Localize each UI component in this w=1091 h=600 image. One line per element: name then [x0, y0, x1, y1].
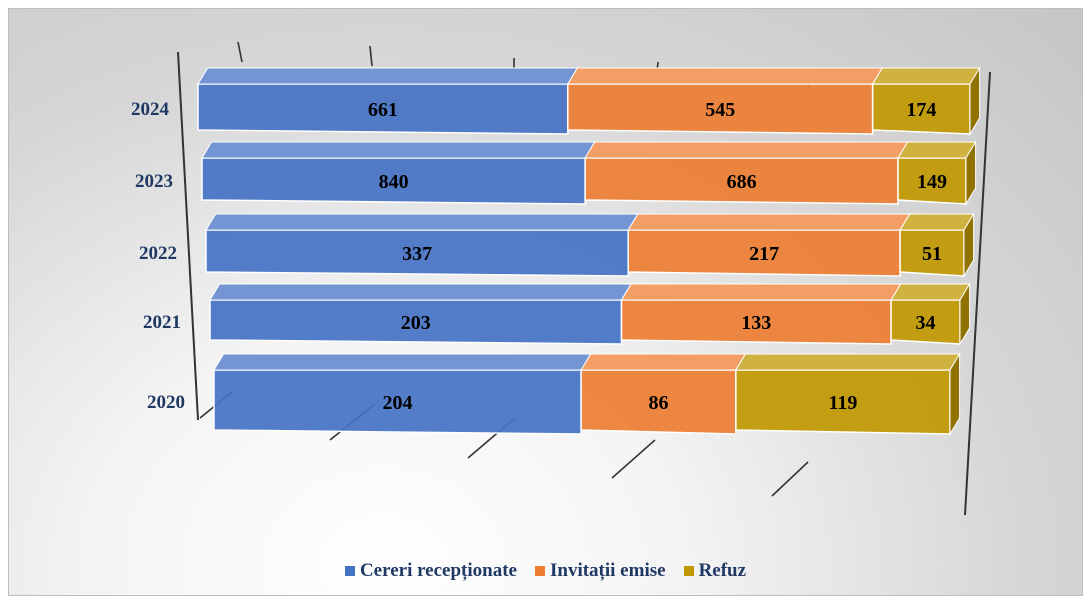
category-label: 2021: [143, 312, 181, 333]
bar-segment-top: [209, 283, 632, 301]
data-label: 840: [379, 171, 409, 193]
bars: [197, 66, 981, 436]
gridline: [369, 45, 373, 67]
bar-segment-side: [963, 212, 975, 278]
legend-item-cereri: Cereri recepționate: [344, 560, 517, 582]
legend-label-invitatii: Invitații emise: [549, 560, 666, 581]
legend-label-cereri: Cereri recepționate: [359, 560, 517, 581]
gridline: [237, 41, 243, 63]
legend-swatch-invitatii: [534, 566, 545, 576]
legend-label-refuz: Refuz: [698, 560, 747, 581]
data-label: 174: [906, 99, 936, 121]
bar-row: [209, 282, 971, 346]
gridline: [611, 439, 656, 479]
bar-segment-top: [871, 67, 981, 85]
legend-item-invitatii: Invitații emise: [534, 560, 666, 582]
right-axis-line: [964, 71, 991, 516]
category-label: 2024: [131, 99, 170, 120]
bar-segment-top: [890, 283, 971, 301]
data-label: 34: [916, 312, 936, 334]
bar-segment-top: [899, 213, 975, 231]
data-label: 661: [368, 99, 398, 121]
bar-segment-side: [969, 66, 981, 136]
category-label: 2023: [135, 171, 173, 192]
bar-segment-top: [897, 141, 977, 159]
bar-row: [197, 66, 981, 136]
bar-segment-side: [959, 282, 971, 346]
category-label: 2020: [147, 392, 185, 413]
data-label: 545: [705, 99, 735, 121]
data-label: 203: [401, 312, 431, 334]
data-labels: 661 545 174 840 686 149 337 217 51 203 133 34 204 86 1…: [368, 99, 947, 414]
bar-segment-side: [949, 352, 961, 436]
data-label: 204: [383, 392, 413, 414]
bar-segment-top: [627, 213, 911, 231]
legend-swatch-refuz: [683, 566, 694, 576]
bar-segment-top: [205, 213, 639, 231]
bar-segment-top: [201, 141, 596, 159]
legend-item-refuz: Refuz: [683, 560, 747, 582]
bar-segment-top: [566, 67, 884, 85]
data-label: 133: [741, 312, 771, 334]
legend-swatch-cereri: [344, 566, 355, 576]
bar-segment-top: [213, 353, 592, 371]
gridline: [771, 461, 809, 497]
data-label: 337: [402, 243, 432, 265]
data-label: 51: [922, 243, 942, 265]
bar-segment-top: [580, 353, 747, 371]
data-label: 686: [727, 171, 757, 193]
data-label: 217: [749, 243, 779, 265]
bar-segment-top: [620, 283, 902, 301]
bar-row: [205, 212, 975, 278]
bar-segment-top: [197, 67, 579, 85]
bar-row: [213, 352, 961, 436]
data-label: 86: [648, 392, 668, 414]
bar-segment-top: [734, 353, 961, 371]
data-label: 119: [828, 392, 857, 414]
data-label: 149: [917, 171, 947, 193]
bar-row: [201, 140, 977, 206]
category-labels: 2024 2023 2022 2021 2020: [131, 99, 185, 413]
category-label: 2022: [139, 243, 177, 264]
bar-segment-side: [965, 140, 977, 206]
legend: Cereri recepționate Invitații emise Refu…: [0, 560, 1091, 582]
bar-segment-top: [584, 141, 909, 159]
y-axis-line: [177, 51, 199, 421]
